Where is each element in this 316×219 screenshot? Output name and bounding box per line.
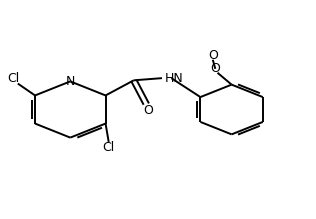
Text: O: O: [143, 104, 153, 117]
Text: Cl: Cl: [103, 141, 115, 154]
Text: Cl: Cl: [7, 72, 19, 85]
Text: N: N: [66, 75, 75, 88]
Text: O: O: [210, 62, 220, 75]
Text: O: O: [208, 49, 218, 62]
Text: HN: HN: [165, 72, 184, 85]
